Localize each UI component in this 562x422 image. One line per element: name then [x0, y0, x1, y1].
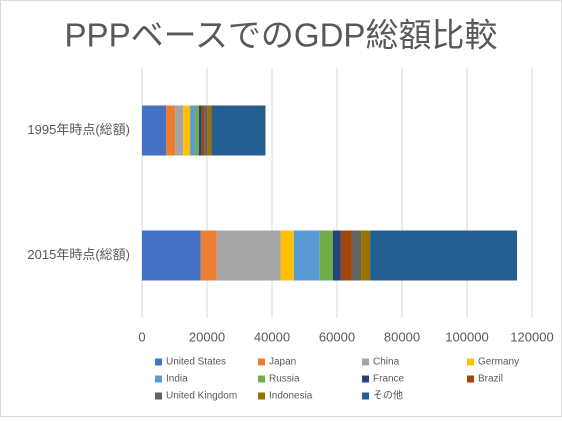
legend-marker	[258, 392, 265, 400]
x-tick-label: 60000	[319, 329, 355, 344]
bar-segment	[200, 230, 217, 281]
legend-marker	[155, 392, 162, 400]
bar-segment	[370, 230, 518, 281]
bar-segment	[361, 230, 371, 281]
x-tick-label: 100000	[445, 329, 488, 344]
legend-label: Japan	[269, 357, 296, 368]
legend-label: United Kingdom	[166, 391, 237, 402]
legend-label: Brazil	[478, 374, 503, 385]
bar-segment	[319, 230, 333, 281]
x-tick-label: 80000	[384, 329, 420, 344]
bar-segment	[207, 105, 212, 156]
bar-segment	[351, 230, 362, 281]
bar-segment	[198, 105, 202, 156]
legend-marker	[155, 358, 162, 366]
bar-segment	[211, 105, 266, 156]
y-tick-label: 2015年時点(総額)	[27, 247, 130, 262]
bar-segment	[190, 105, 195, 156]
x-tick-label: 20000	[189, 329, 225, 344]
legend-marker	[362, 358, 369, 366]
legend-label: Russia	[269, 374, 300, 385]
bar-segment	[216, 230, 281, 281]
legend-marker	[258, 358, 265, 366]
legend-marker	[362, 392, 369, 400]
legend-label: China	[373, 357, 400, 368]
x-tick-label: 120000	[510, 329, 553, 344]
legend-label: Germany	[478, 357, 519, 368]
chart-title: PPPベースでのGDP総額比較	[65, 17, 498, 54]
bar-segment	[332, 230, 341, 281]
y-tick-label: 1995年時点(総額)	[27, 122, 130, 137]
legend-label: Indonesia	[269, 391, 313, 402]
bar-segment	[142, 105, 167, 156]
x-tick-label: 0	[138, 329, 145, 344]
bar-segment	[293, 230, 320, 281]
legend-marker	[258, 375, 265, 383]
bar-segment	[194, 105, 199, 156]
bar-segment	[280, 230, 294, 281]
bar-segment	[204, 105, 208, 156]
bar-segment	[142, 230, 201, 281]
legend-label: France	[373, 374, 405, 385]
legend-marker	[155, 375, 162, 383]
legend-marker	[467, 358, 474, 366]
legend-label: その他	[373, 389, 403, 402]
bar-segment	[340, 230, 352, 281]
bar-segment	[183, 105, 191, 156]
bar-segment	[175, 105, 184, 156]
legend-marker	[467, 375, 474, 383]
legend-label: India	[166, 374, 188, 385]
legend-label: United States	[166, 357, 226, 368]
bar-segment	[166, 105, 176, 156]
legend-marker	[362, 375, 369, 383]
x-tick-label: 40000	[254, 329, 290, 344]
bar-segment	[201, 105, 205, 156]
